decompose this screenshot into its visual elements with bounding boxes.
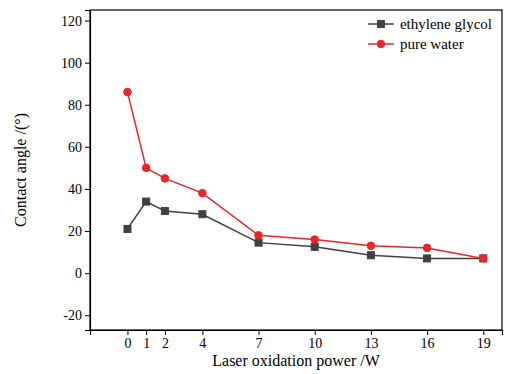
tick: 120	[61, 14, 90, 29]
tick-mark	[85, 273, 90, 274]
tick-label: 60	[68, 140, 82, 155]
tick-mark	[85, 63, 90, 64]
tick-mark	[85, 105, 90, 106]
point	[124, 88, 132, 96]
tick: 0	[75, 266, 90, 281]
tick-mark	[85, 189, 90, 190]
tick-label: 120	[61, 14, 82, 29]
legend-item: ethylene glycol	[368, 16, 492, 32]
tick: 4	[199, 330, 206, 351]
point	[480, 255, 487, 262]
legend: ethylene glycol pure water	[368, 16, 492, 52]
tick: 60	[68, 140, 90, 155]
x-axis: 012 4 7 10 13 16 19	[91, 330, 503, 351]
y-axis-title: Contact angle /(°)	[12, 113, 30, 227]
tick-label: 4	[199, 336, 206, 351]
tick-label: 19	[477, 336, 491, 351]
tick-mark	[315, 330, 316, 335]
tick: 19	[477, 330, 491, 351]
point	[423, 244, 431, 252]
series-line	[127, 92, 483, 258]
tick-label: 16	[421, 336, 435, 351]
tick-label: 40	[68, 182, 82, 197]
tick-mark	[85, 315, 90, 316]
tick: 100	[61, 56, 90, 71]
tick-mark	[259, 330, 260, 335]
plot: 0124710131619-20020406080100120ethylene …	[61, 10, 503, 351]
tick: 0	[124, 330, 131, 351]
point	[142, 164, 150, 172]
legend-label: ethylene glycol	[400, 16, 492, 32]
point	[199, 189, 207, 197]
point	[199, 211, 206, 218]
tick: 13	[364, 330, 378, 351]
tick-label: 0	[75, 266, 82, 281]
tick: 7	[256, 330, 263, 351]
series	[124, 88, 487, 262]
chart: 0124710131619-20020406080100120ethylene …	[0, 0, 508, 374]
point	[255, 231, 263, 239]
point	[124, 225, 131, 232]
tick: 16	[421, 330, 435, 351]
tick-mark	[85, 147, 90, 148]
legend-marker	[377, 40, 385, 48]
y-axis: -20 0 20 40 60 80 100 120	[61, 11, 91, 331]
tick-label: 1	[143, 336, 150, 351]
legend-item: pure water	[368, 36, 464, 52]
tick: 1	[143, 330, 150, 351]
tick: 40	[68, 182, 90, 197]
point	[424, 255, 431, 262]
tick: 20	[68, 224, 90, 239]
tick-mark	[165, 330, 166, 335]
tick-label: 100	[61, 56, 82, 71]
tick-mark	[427, 330, 428, 335]
point	[161, 175, 169, 183]
tick: 80	[68, 98, 90, 113]
tick-mark	[85, 231, 90, 232]
tick-label: 80	[68, 98, 82, 113]
tick-mark	[371, 330, 372, 335]
axis-line	[91, 331, 503, 336]
tick-label: 10	[308, 336, 322, 351]
series	[124, 198, 487, 262]
legend-marker	[377, 21, 384, 28]
point	[311, 236, 319, 244]
tick-label: 2	[162, 336, 169, 351]
point	[311, 243, 318, 250]
tick-label: -20	[63, 308, 82, 323]
point	[143, 198, 150, 205]
point	[255, 239, 262, 246]
tick: 2	[162, 330, 169, 351]
series-line	[127, 202, 483, 259]
plot-frame	[90, 10, 502, 330]
tick-mark	[483, 330, 484, 335]
legend-label: pure water	[400, 36, 464, 52]
series-group	[124, 88, 487, 262]
tick: -20	[63, 308, 90, 323]
tick-label: 7	[256, 336, 263, 351]
tick-mark	[85, 21, 90, 22]
tick: 10	[308, 330, 322, 351]
point	[161, 208, 168, 215]
point	[367, 242, 375, 250]
point	[367, 252, 374, 259]
tick-label: 0	[124, 336, 131, 351]
tick-label: 13	[364, 336, 378, 351]
point	[479, 255, 487, 263]
tick-label: 20	[68, 224, 82, 239]
tick-mark	[127, 330, 128, 335]
tick-mark	[202, 330, 203, 335]
x-axis-title: Laser oxidation power /W	[212, 352, 380, 370]
axis-line	[85, 11, 91, 331]
tick-mark	[146, 330, 147, 335]
